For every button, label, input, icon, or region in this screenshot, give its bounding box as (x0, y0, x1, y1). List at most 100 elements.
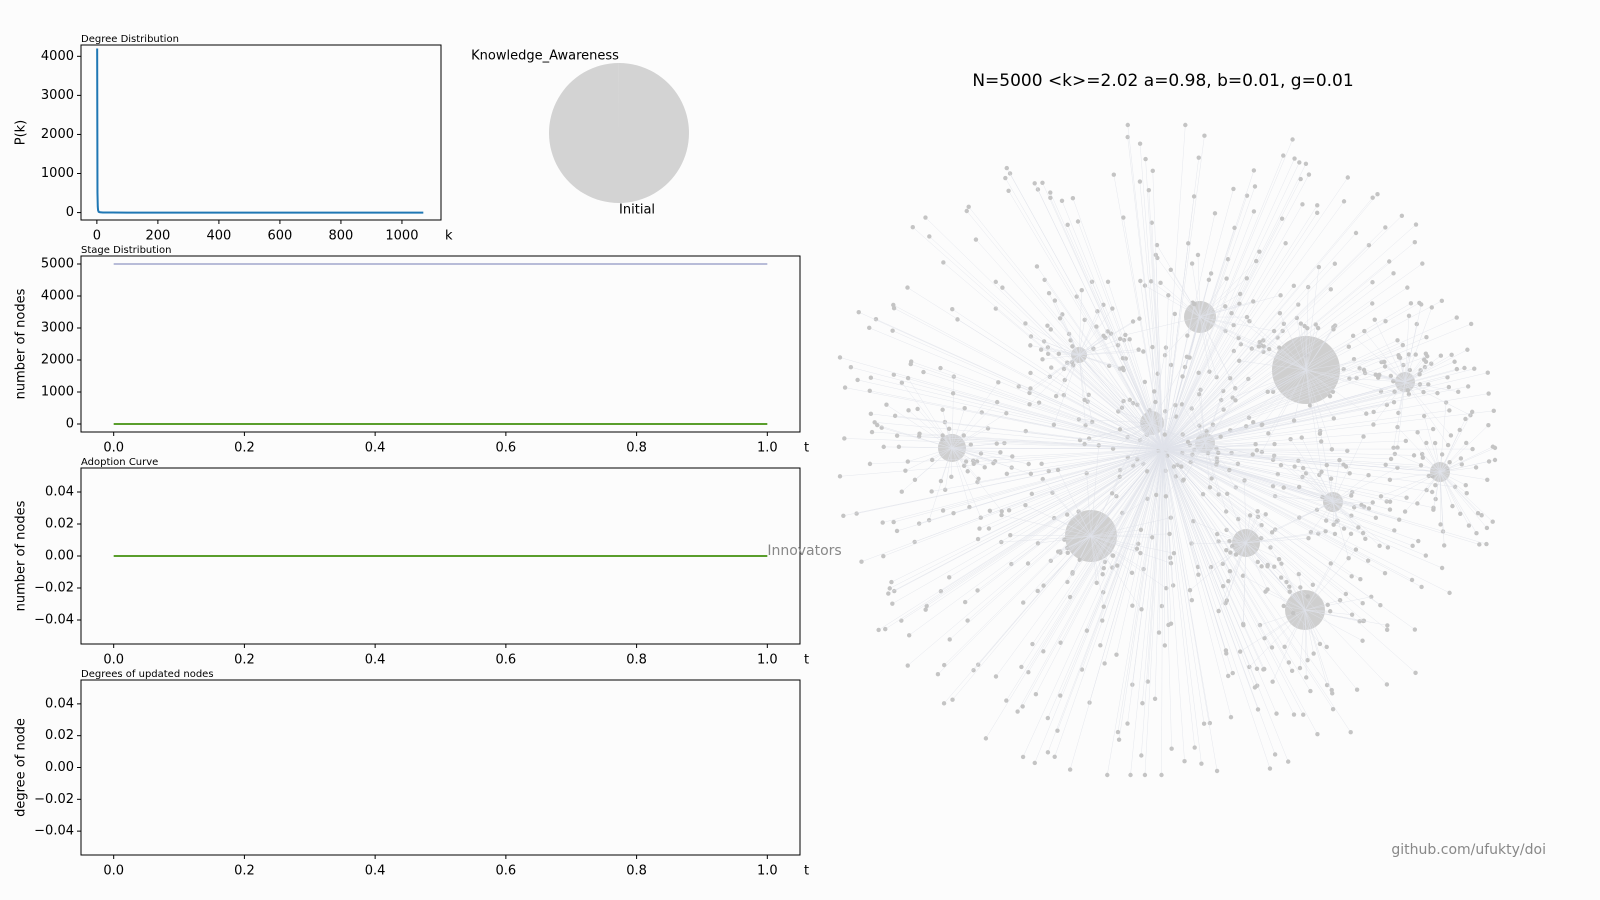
network-edge (1439, 471, 1493, 522)
network-node (1170, 583, 1176, 588)
network-edge (1304, 609, 1307, 678)
x-tick-label: 0.8 (626, 653, 647, 668)
network-node (1405, 285, 1410, 290)
network-edge (1162, 440, 1406, 450)
network-node (1253, 442, 1258, 447)
network-edge (1162, 448, 1358, 690)
network-node (1053, 393, 1059, 399)
pie-label: Initial (619, 202, 655, 217)
network-edge (1380, 471, 1441, 497)
network-edge (1057, 469, 1092, 537)
network-node (1452, 484, 1458, 490)
network-edge (1152, 170, 1164, 450)
network-node (1433, 496, 1438, 502)
network-node (1240, 573, 1246, 578)
network-node (872, 420, 877, 425)
network-node (1146, 187, 1152, 193)
network-edge (1090, 498, 1148, 537)
network-node (1364, 411, 1369, 416)
network-node (966, 204, 971, 210)
network-node (1252, 184, 1258, 189)
network-edge (1162, 448, 1232, 718)
network-edge (1304, 563, 1331, 611)
network-node (1006, 508, 1012, 513)
network-node (1227, 569, 1233, 574)
network-node (1349, 612, 1355, 617)
network-edge (1162, 410, 1450, 450)
network-node (1015, 709, 1020, 714)
network-edge (1245, 542, 1268, 566)
network-node (1418, 463, 1424, 468)
network-edge (1304, 599, 1341, 611)
network-node (1297, 665, 1303, 671)
network-node (1039, 461, 1044, 467)
network-node (1152, 696, 1158, 701)
network-edge (1162, 448, 1365, 622)
network-edge (1142, 448, 1164, 704)
network-node (1305, 594, 1310, 599)
network-edge (929, 236, 1164, 450)
network-edge (1304, 533, 1352, 611)
network-node (880, 520, 885, 525)
network-node (1316, 264, 1322, 270)
network-edge (1162, 448, 1386, 574)
network-edge (1300, 587, 1306, 611)
network-edge (951, 447, 982, 454)
network-edge (1162, 448, 1257, 451)
network-node (1391, 400, 1397, 405)
network-node (1042, 277, 1047, 283)
network-edge (1151, 405, 1176, 424)
network-node (1328, 476, 1334, 481)
network-node (1249, 346, 1255, 351)
network-node (1196, 155, 1201, 160)
network-edge (1162, 289, 1331, 450)
network-node (1280, 328, 1285, 334)
network-edge (1090, 535, 1153, 538)
network-edge (1162, 369, 1365, 450)
network-node (1067, 767, 1073, 772)
network-node (1027, 402, 1032, 407)
network-node (1229, 543, 1235, 549)
network-node (1120, 365, 1126, 371)
network-node (947, 575, 952, 580)
network-node (1360, 638, 1365, 643)
network-edge (1404, 471, 1441, 512)
network-edge (1164, 316, 1201, 356)
network-edge (1162, 386, 1449, 450)
network-node (1387, 499, 1393, 504)
network-edge (1010, 535, 1092, 537)
network-node (1100, 618, 1105, 623)
network-node (1298, 585, 1303, 590)
network-edge (878, 448, 1164, 631)
network-node (971, 668, 976, 673)
x-tick-label: 1.0 (757, 864, 778, 879)
network-node (1171, 551, 1177, 556)
network-edge (951, 447, 1031, 475)
network-edge (1439, 442, 1467, 473)
network-node (1150, 168, 1155, 174)
x-axis-label: k (445, 229, 453, 244)
network-edge (1284, 609, 1306, 647)
network-edge (882, 448, 1164, 523)
network-node (1098, 643, 1103, 648)
network-node (1310, 582, 1316, 588)
y-tick-label: 0.04 (45, 696, 74, 711)
network-edge (951, 428, 989, 449)
network-node (1382, 364, 1388, 369)
network-node (842, 385, 848, 390)
network-node (1180, 374, 1185, 379)
network-edge (1261, 369, 1307, 453)
network-edge (1249, 609, 1306, 668)
network-edge (1162, 448, 1185, 762)
network-edge (881, 427, 953, 449)
network-node (1399, 213, 1405, 218)
network-node (837, 355, 843, 360)
network-node (842, 436, 847, 441)
network-node (973, 237, 979, 242)
network-node (837, 474, 843, 479)
network-edge (1242, 575, 1306, 611)
network-edge (948, 428, 953, 449)
network-edge (1229, 541, 1247, 544)
network-node (1343, 464, 1349, 469)
network-node (1212, 211, 1218, 216)
